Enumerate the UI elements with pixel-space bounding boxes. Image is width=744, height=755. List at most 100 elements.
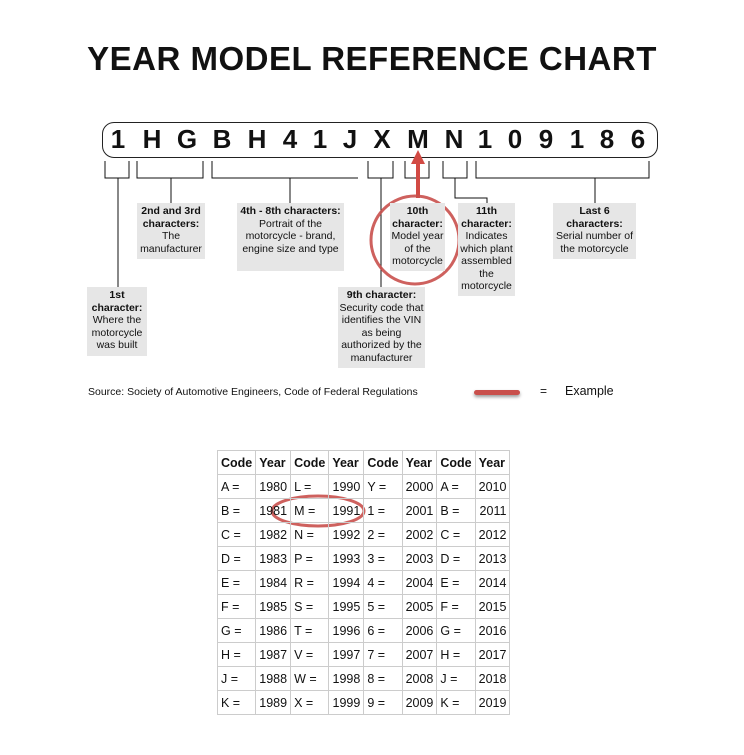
year-cell: 2019 (474, 690, 511, 715)
vin-character: 0 (507, 124, 523, 154)
code-cell: B = (216, 498, 257, 523)
legend-swatch (474, 390, 520, 395)
year-cell: 1993 (328, 546, 365, 571)
chart-title: YEAR MODEL REFERENCE CHART (87, 40, 657, 77)
year-cell: 2014 (474, 570, 511, 595)
legend-equals: = (540, 384, 548, 398)
code-cell: B = (436, 498, 476, 523)
code-cell: P = (290, 546, 330, 571)
year-cell: 1985 (255, 594, 292, 619)
column-header: Code (363, 450, 403, 475)
table-row: K = 1989 X = 1999 9 = 2009 K = 2019 (216, 690, 511, 715)
vin-character: 9 (538, 124, 554, 154)
table-row: G = 1986 T = 1996 6 = 2006 G = 2016 (216, 618, 511, 643)
code-cell: T = (290, 618, 330, 643)
code-cell: N = (290, 522, 330, 547)
column-header: Year (328, 450, 365, 475)
table-row: F = 1985 S = 1995 5 = 2005 F = 2015 (216, 594, 511, 619)
code-cell: E = (216, 570, 257, 595)
table-row: C = 1982 N = 1992 2 = 2002 C = 2012 (216, 522, 511, 547)
code-cell: A = (216, 474, 257, 499)
year-cell: 2000 (401, 474, 438, 499)
code-cell: E = (436, 570, 476, 595)
code-cell: F = (436, 594, 476, 619)
bracket-1st (104, 161, 130, 287)
year-cell: 2016 (474, 618, 511, 643)
code-cell: R = (290, 570, 330, 595)
source-note: Source: Society of Automotive Engineers,… (88, 386, 418, 398)
vin-character: M (407, 124, 429, 154)
code-cell: X = (290, 690, 330, 715)
code-cell: 2 = (363, 522, 403, 547)
year-cell: 1996 (328, 618, 365, 643)
label-11th: 11th character: Indicates which plant ass… (458, 203, 515, 296)
code-cell: 9 = (363, 690, 403, 715)
year-cell: 1991 (328, 498, 365, 523)
column-header: Code (436, 450, 476, 475)
year-code-table: Code Year Code Year Code Year Code Year A = 1980… (216, 450, 511, 715)
label-4th-8th: 4th - 8th characters: Portrait of the mot… (237, 203, 344, 271)
year-cell: 2001 (401, 498, 438, 523)
code-cell: 5 = (363, 594, 403, 619)
year-cell: 1987 (255, 642, 292, 667)
code-cell: 7 = (363, 642, 403, 667)
vin-character: X (373, 124, 391, 154)
code-cell: J = (436, 666, 476, 691)
bracket-4th-8th (211, 161, 358, 203)
vin-box (102, 122, 658, 158)
code-cell: L = (290, 474, 330, 499)
label-last-6: Last 6 characters: Serial number of the m… (553, 203, 636, 259)
vin-character: 1 (312, 124, 328, 154)
year-cell: 1992 (328, 522, 365, 547)
code-cell: 3 = (363, 546, 403, 571)
vin-character: G (176, 124, 198, 154)
bracket-11th (442, 161, 488, 203)
code-cell: C = (436, 522, 476, 547)
year-cell: 1995 (328, 594, 365, 619)
vin-character: J (342, 124, 358, 154)
column-header: Year (401, 450, 438, 475)
year-cell: 2011 (474, 498, 511, 523)
code-cell: K = (216, 690, 257, 715)
bracket-last-6 (475, 161, 650, 203)
code-cell: V = (290, 642, 330, 667)
bracket-2nd-3rd (136, 161, 204, 203)
year-cell: 2018 (474, 666, 511, 691)
label-1st: 1st character: Where the motorcycle was b… (87, 287, 147, 356)
year-cell: 2006 (401, 618, 438, 643)
vin-character: H (247, 124, 267, 154)
vin-character: N (444, 124, 464, 154)
table-row: B = 1981 M = 1991 1 = 2001 B = 2011 (216, 498, 511, 523)
vin-character: 1 (569, 124, 585, 154)
code-cell: F = (216, 594, 257, 619)
year-cell: 1980 (255, 474, 292, 499)
year-cell: 2012 (474, 522, 511, 547)
year-cell: 1999 (328, 690, 365, 715)
code-cell: W = (290, 666, 330, 691)
vin-character: 4 (282, 124, 298, 154)
code-cell: D = (436, 546, 476, 571)
code-cell: D = (216, 546, 257, 571)
column-header: Year (255, 450, 292, 475)
code-cell: G = (216, 618, 257, 643)
code-cell: S = (290, 594, 330, 619)
code-cell: G = (436, 618, 476, 643)
vin-character: 1 (477, 124, 493, 154)
vin-character: 6 (630, 124, 646, 154)
year-cell: 2013 (474, 546, 511, 571)
year-cell: 1983 (255, 546, 292, 571)
code-cell: 4 = (363, 570, 403, 595)
year-cell: 2004 (401, 570, 438, 595)
year-cell: 2010 (474, 474, 511, 499)
code-cell: M = (290, 498, 330, 523)
year-cell: 2009 (401, 690, 438, 715)
year-cell: 1989 (255, 690, 292, 715)
vin-character: B (212, 124, 232, 154)
label-2nd-3rd: 2nd and 3rd characters: The manufacturer (137, 203, 205, 259)
code-cell: Y = (363, 474, 403, 499)
code-cell: 6 = (363, 618, 403, 643)
label-9th: 9th character: Security code that identif… (338, 287, 425, 368)
year-cell: 1982 (255, 522, 292, 547)
table-row: J = 1988 W = 1998 8 = 2008 J = 2018 (216, 666, 511, 691)
